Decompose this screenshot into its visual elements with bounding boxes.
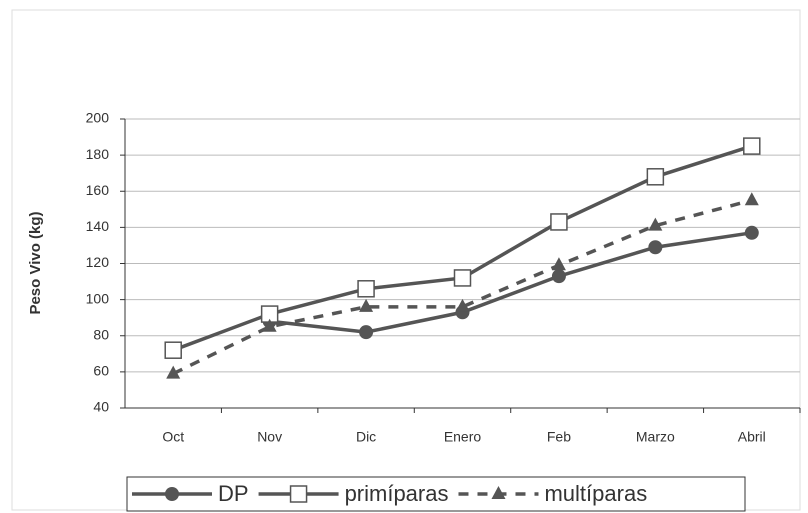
- x-tick-label: Feb: [547, 429, 571, 445]
- y-tick-label: 140: [86, 218, 110, 234]
- y-tick-label: 120: [86, 254, 110, 270]
- data-point: [359, 298, 374, 312]
- x-tick-label: Abril: [738, 429, 766, 445]
- y-tick-label: 180: [86, 146, 110, 162]
- series-line: [172, 198, 753, 376]
- chart-frame: [11, 9, 801, 511]
- y-tick-label: 40: [93, 399, 109, 415]
- data-point: [357, 280, 375, 298]
- data-point: [744, 192, 759, 206]
- y-tick-label: 60: [93, 363, 109, 379]
- data-point: [262, 318, 277, 332]
- y-tick-label: 100: [86, 290, 110, 306]
- data-point: [550, 213, 568, 231]
- y-axis-label: Peso Vivo (kg): [27, 211, 44, 314]
- x-tick-label: Enero: [444, 429, 482, 445]
- data-point: [359, 325, 374, 340]
- series-line: [269, 231, 753, 334]
- legend-box: [126, 476, 746, 512]
- data-point: [166, 365, 181, 379]
- y-tick-label: 160: [86, 182, 110, 198]
- data-point: [551, 269, 566, 284]
- legend-label: DP: [218, 481, 249, 506]
- x-tick-label: Oct: [162, 429, 184, 445]
- data-point: [648, 217, 663, 231]
- data-point: [551, 257, 566, 271]
- data-point: [646, 168, 665, 186]
- data-point: [743, 137, 761, 155]
- data-point: [453, 269, 472, 287]
- x-tick-label: Marzo: [636, 429, 675, 445]
- x-tick-label: Nov: [257, 429, 282, 445]
- legend-label: multíparas: [544, 481, 647, 506]
- y-tick-label: 200: [86, 110, 110, 126]
- x-tick-label: Dic: [356, 429, 376, 445]
- series-line: [172, 144, 753, 352]
- legend-marker: [165, 487, 179, 501]
- data-point: [164, 341, 182, 359]
- legend-marker: [491, 486, 506, 499]
- data-point: [744, 225, 759, 240]
- data-point: [455, 298, 470, 312]
- data-point: [648, 240, 663, 255]
- y-tick-label: 80: [93, 326, 109, 342]
- legend-marker: [289, 485, 308, 503]
- legend-label: primíparas: [345, 481, 449, 506]
